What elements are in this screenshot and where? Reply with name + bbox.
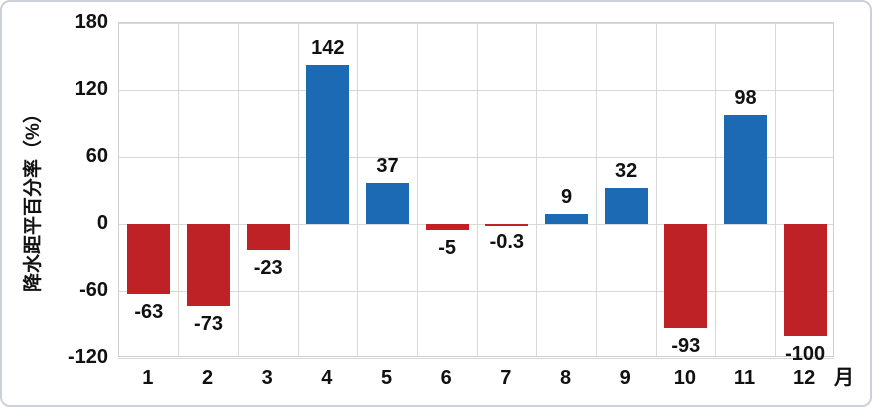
bar-value-label: -0.3 (489, 231, 525, 254)
x-tick-label: 9 (619, 367, 631, 389)
plot-area: -63 -73 -23 142 37 -5 -0.3 9 32 -93 98 -100 (118, 22, 834, 365)
bar-value-label: 37 (376, 154, 399, 177)
y-tick-label: -120 (67, 346, 108, 368)
gridline-horizontal (119, 357, 833, 359)
gridline-horizontal (119, 290, 833, 292)
bar-month-9 (604, 188, 648, 224)
gridline-vertical (655, 23, 657, 356)
bar-month-2 (187, 224, 230, 306)
y-tick-label: 180 (74, 11, 108, 33)
gridline-vertical (476, 23, 478, 356)
gridline-vertical (297, 23, 299, 356)
gridline-horizontal (119, 223, 833, 225)
bar-month-7 (485, 224, 529, 226)
gridline-vertical (715, 23, 717, 356)
bar-month-12 (783, 224, 827, 336)
bar-value-label: -73 (194, 312, 223, 335)
gridline-vertical (357, 23, 359, 356)
gridline-vertical (416, 23, 418, 356)
y-tick-label: 60 (85, 145, 108, 167)
x-tick-label: 3 (261, 367, 273, 389)
bar-value-label: -93 (671, 334, 701, 357)
x-tick-label: 7 (500, 367, 512, 389)
bar-month-5 (366, 182, 409, 224)
bar-value-label: -100 (785, 342, 826, 365)
bar-month-4 (306, 65, 350, 224)
gridline-horizontal (119, 89, 833, 91)
bar-month-11 (724, 114, 767, 224)
x-tick-label: 6 (440, 367, 452, 389)
bar-month-10 (664, 224, 708, 328)
y-tick-label: 0 (96, 212, 108, 234)
bar-month-6 (425, 224, 469, 230)
bar-value-label: 98 (734, 86, 757, 109)
gridline-vertical (774, 23, 776, 356)
y-tick-label: 120 (74, 78, 108, 100)
bar-value-label: -63 (134, 301, 164, 324)
bar-value-label: -5 (438, 236, 457, 259)
x-tick-label: 11 (733, 367, 756, 389)
bar-value-label: 32 (615, 160, 638, 183)
gridline-horizontal (119, 22, 833, 24)
gridline-vertical (237, 23, 239, 356)
x-tick-label: 4 (321, 367, 333, 389)
bar-value-label: -23 (253, 256, 283, 279)
x-tick-label: 10 (673, 367, 696, 389)
x-tick-label: 1 (142, 367, 154, 389)
bar-value-label: 142 (311, 37, 345, 60)
x-tick-label: 12 (793, 367, 816, 389)
y-tick-label: -60 (79, 279, 108, 301)
bar-month-1 (127, 224, 171, 295)
gridline-vertical (595, 23, 597, 356)
x-tick-label: 2 (201, 367, 214, 389)
gridline-vertical (536, 23, 538, 356)
gridline-horizontal (119, 156, 833, 158)
x-axis-unit-label: 月 (834, 367, 854, 389)
bar-month-3 (246, 224, 290, 250)
x-tick-label: 5 (380, 367, 393, 389)
bar-value-label: 9 (560, 185, 573, 208)
gridline-vertical (178, 23, 180, 356)
bar-month-8 (545, 213, 588, 224)
x-tick-label: 8 (559, 367, 572, 389)
